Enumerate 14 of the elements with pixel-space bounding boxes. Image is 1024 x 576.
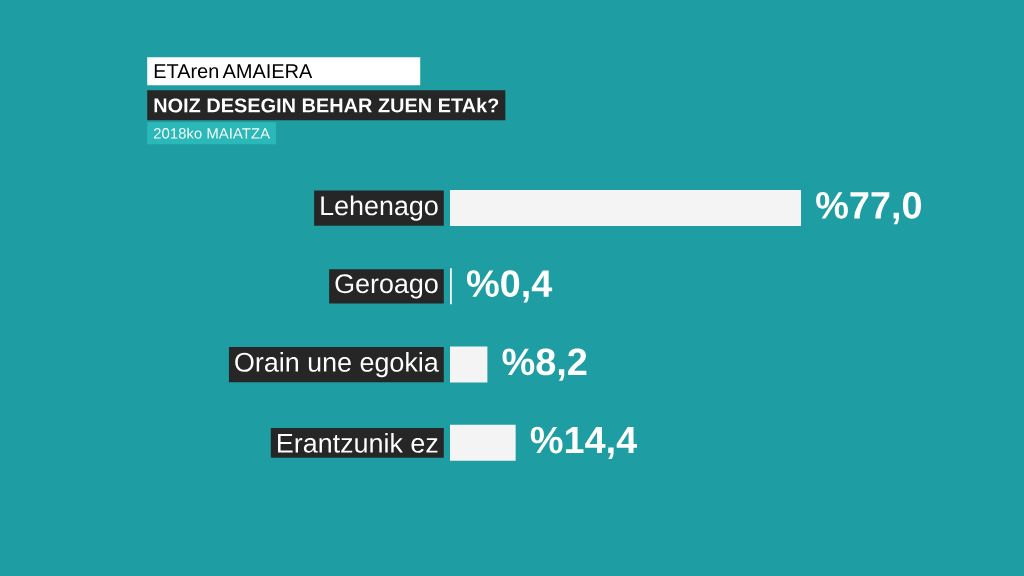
bar bbox=[450, 190, 802, 227]
y-tick-label: Erantzunik ez bbox=[278, 432, 438, 453]
data-label: %14,4 bbox=[530, 426, 637, 459]
y-tick-label: Geroago bbox=[335, 274, 438, 299]
data-label: %8,2 bbox=[502, 348, 587, 381]
chart-subtitle: NOIZ DESEGIN BEHAR ZUEN ETAk? bbox=[154, 97, 499, 113]
y-tick-label: Lehenago bbox=[321, 195, 438, 221]
text: ETAren AMAIERA bbox=[154, 64, 313, 79]
data-label: %77,0 bbox=[816, 191, 921, 225]
bar bbox=[450, 346, 488, 383]
bar bbox=[450, 424, 516, 461]
data-label: %0,4 bbox=[466, 270, 553, 303]
text: 2018ko MAIATZA bbox=[153, 127, 271, 139]
y-tick-label: Orain une egokia bbox=[235, 352, 439, 378]
